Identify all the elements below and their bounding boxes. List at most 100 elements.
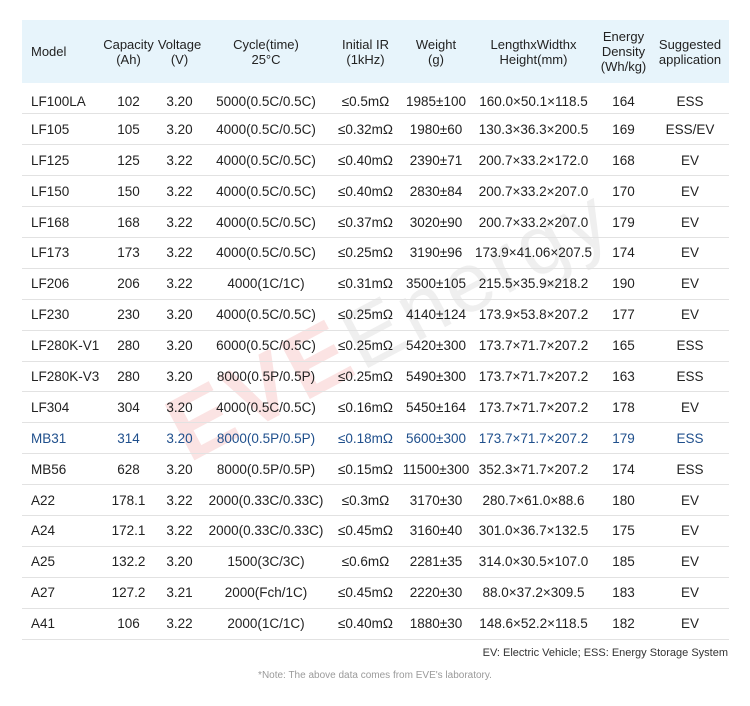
- cell-model: LF304: [31, 399, 70, 415]
- cell-capacity: 125: [117, 152, 140, 168]
- cell-dimensions: 200.7×33.2×172.0: [478, 152, 589, 168]
- cell-weight: 3190±96: [409, 245, 463, 261]
- cell-weight: 11500±300: [402, 461, 470, 477]
- cell-model: LF105: [31, 121, 70, 137]
- cell-weight: 2281±35: [409, 554, 463, 570]
- header-weight: Weight (g): [415, 36, 457, 67]
- cell-energy-density: 174: [612, 245, 635, 261]
- cell-cycle: 2000(1C/1C): [227, 616, 305, 632]
- cell-dimensions: 173.7×71.7×207.2: [478, 399, 589, 415]
- cell-cycle: 4000(0.5C/0.5C): [216, 152, 316, 168]
- cell-voltage: 3.22: [166, 616, 193, 632]
- cell-dimensions: 88.0×37.2×309.5: [482, 585, 585, 601]
- cell-capacity: 304: [117, 399, 140, 415]
- cell-voltage: 3.22: [166, 183, 193, 199]
- cell-initial-ir: ≤0.32mΩ: [337, 121, 394, 137]
- cell-cycle: 8000(0.5P/0.5P): [216, 368, 316, 384]
- cell-application: EV: [680, 399, 699, 415]
- cell-capacity: 168: [117, 214, 140, 230]
- cell-cycle: 2000(0.33C/0.33C): [208, 492, 324, 508]
- cell-application: EV: [680, 214, 699, 230]
- cell-model: LF100LA: [31, 93, 86, 109]
- cell-energy-density: 169: [612, 121, 635, 137]
- cell-dimensions: 280.7×61.0×88.6: [482, 492, 585, 508]
- cell-capacity: 106: [117, 616, 140, 632]
- table-row: LF206 206 3.22 4000(1C/1C) ≤0.31mΩ 3500±105 21…: [22, 268, 729, 300]
- cell-voltage: 3.20: [166, 399, 193, 415]
- cell-cycle: 2000(Fch/1C): [224, 585, 308, 601]
- cell-weight: 5490±300: [406, 368, 466, 384]
- cell-capacity: 105: [117, 121, 140, 137]
- battery-spec-table-container: Model Capacity (Ah) Voltage (V) Cycle(ti…: [22, 20, 729, 640]
- cell-voltage: 3.22: [166, 214, 193, 230]
- cell-voltage: 3.20: [166, 121, 193, 137]
- cell-cycle: 4000(0.5C/0.5C): [216, 214, 316, 230]
- cell-energy-density: 185: [612, 554, 635, 570]
- cell-capacity: 230: [117, 307, 140, 323]
- cell-weight: 3160±40: [409, 523, 463, 539]
- cell-model: MB31: [31, 430, 67, 446]
- cell-application: EV: [680, 307, 699, 323]
- cell-model: LF280K-V3: [31, 368, 100, 384]
- table-row: LF280K-V1 280 3.20 6000(0.5C/0.5C) ≤0.25mΩ 54…: [22, 330, 729, 362]
- cell-voltage: 3.22: [166, 492, 193, 508]
- cell-initial-ir: ≤0.25mΩ: [337, 307, 394, 323]
- table-row: LF230 230 3.20 4000(0.5C/0.5C) ≤0.25mΩ 4140±1…: [22, 299, 729, 331]
- table-row: LF173 173 3.22 4000(0.5C/0.5C) ≤0.25mΩ 3190±9…: [22, 237, 729, 269]
- cell-energy-density: 177: [612, 307, 635, 323]
- cell-initial-ir: ≤0.16mΩ: [337, 399, 394, 415]
- cell-energy-density: 182: [612, 616, 635, 632]
- cell-model: A22: [31, 492, 56, 508]
- cell-application: ESS: [676, 93, 704, 109]
- table-row: A22 178.1 3.22 2000(0.33C/0.33C) ≤0.3mΩ 3170±…: [22, 485, 729, 516]
- table-row: MB31 314 3.20 8000(0.5P/0.5P) ≤0.18mΩ 5600±30…: [22, 423, 729, 454]
- cell-model: A27: [31, 585, 56, 601]
- table-row: LF125 125 3.22 4000(0.5C/0.5C) ≤0.40mΩ 2390±7…: [22, 145, 729, 176]
- cell-weight: 2830±84: [409, 183, 463, 199]
- cell-dimensions: 200.7×33.2×207.0: [478, 214, 589, 230]
- cell-application: ESS: [676, 430, 704, 446]
- cell-voltage: 3.21: [166, 585, 193, 601]
- cell-weight: 4140±124: [406, 307, 466, 323]
- cell-model: A25: [31, 554, 56, 570]
- table-row: LF105 105 3.20 4000(0.5C/0.5C) ≤0.32mΩ 1980±6…: [22, 114, 729, 145]
- cell-model: A41: [31, 616, 56, 632]
- table-row: MB56 628 3.20 8000(0.5P/0.5P) ≤0.15mΩ 11500±3…: [22, 454, 729, 485]
- cell-cycle: 2000(0.33C/0.33C): [208, 523, 324, 539]
- cell-voltage: 3.20: [166, 554, 193, 570]
- cell-model: LF230: [31, 307, 70, 323]
- cell-initial-ir: ≤0.31mΩ: [337, 276, 394, 292]
- cell-application: ESS/EV: [665, 121, 715, 137]
- cell-energy-density: 175: [612, 523, 635, 539]
- cell-cycle: 4000(1C/1C): [227, 276, 305, 292]
- cell-capacity: 102: [117, 93, 140, 109]
- cell-initial-ir: ≤0.40mΩ: [337, 616, 394, 632]
- cell-voltage: 3.22: [166, 276, 193, 292]
- cell-weight: 1980±60: [409, 121, 463, 137]
- table-body: LF100LA 102 3.20 5000(0.5C/0.5C) ≤0.5mΩ 1985±…: [22, 83, 729, 640]
- cell-initial-ir: ≤0.45mΩ: [337, 585, 394, 601]
- cell-application: EV: [680, 276, 699, 292]
- cell-cycle: 4000(0.5C/0.5C): [216, 399, 316, 415]
- cell-weight: 5450±164: [406, 399, 466, 415]
- cell-weight: 2220±30: [409, 585, 463, 601]
- cell-dimensions: 160.0×50.1×118.5: [479, 93, 588, 109]
- table-row: A24 172.1 3.22 2000(0.33C/0.33C) ≤0.45mΩ 3160…: [22, 515, 729, 547]
- header-suggested-application: Suggested application: [658, 36, 722, 67]
- cell-model: LF125: [31, 152, 70, 168]
- cell-dimensions: 200.7×33.2×207.0: [478, 183, 589, 199]
- cell-dimensions: 173.7×71.7×207.2: [478, 338, 589, 354]
- cell-application: EV: [680, 585, 699, 601]
- table-row: A41 106 3.22 2000(1C/1C) ≤0.40mΩ 1880±30 148.6…: [22, 608, 729, 640]
- cell-energy-density: 174: [612, 461, 635, 477]
- cell-capacity: 150: [117, 183, 140, 199]
- cell-dimensions: 173.9×53.8×207.2: [478, 307, 589, 323]
- cell-dimensions: 173.7×71.7×207.2: [478, 368, 589, 384]
- table-header-row: Model Capacity (Ah) Voltage (V) Cycle(ti…: [22, 20, 729, 83]
- cell-model: LF168: [31, 214, 70, 230]
- cell-application: EV: [680, 492, 699, 508]
- cell-cycle: 8000(0.5P/0.5P): [216, 461, 316, 477]
- cell-application: ESS: [676, 338, 704, 354]
- table-row: LF304 304 3.20 4000(0.5C/0.5C) ≤0.16mΩ 5450±1…: [22, 392, 729, 423]
- cell-initial-ir: ≤0.45mΩ: [337, 523, 394, 539]
